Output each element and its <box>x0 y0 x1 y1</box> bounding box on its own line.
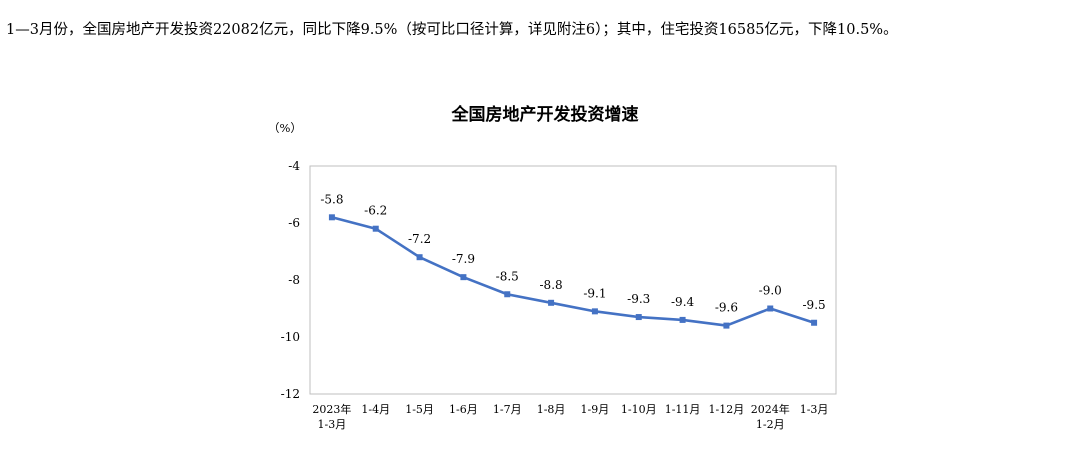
data-label: -8.8 <box>540 278 563 292</box>
data-point <box>328 214 335 221</box>
y-tick-label: -8 <box>288 273 300 287</box>
x-tick-label: 1-5月 <box>405 403 434 416</box>
data-point <box>372 225 379 232</box>
data-point <box>416 254 423 261</box>
x-tick-label: 1-8月 <box>537 403 566 416</box>
data-label: -7.2 <box>408 232 431 246</box>
x-tick-label: 1-3月 <box>800 403 829 416</box>
data-label: -8.5 <box>496 269 519 283</box>
data-label: -9.4 <box>671 295 695 309</box>
x-tick-label: 1-3月 <box>318 418 347 431</box>
data-label: -9.5 <box>803 298 826 312</box>
data-point <box>723 322 730 329</box>
plot-area-frame <box>309 165 837 395</box>
chart-title: 全国房地产开发投资增速 <box>451 105 639 125</box>
data-label: -7.9 <box>452 252 475 266</box>
data-point <box>767 305 774 312</box>
x-tick-label: 1-2月 <box>756 418 785 431</box>
y-tick-label: -10 <box>281 330 300 344</box>
series-line <box>331 216 815 327</box>
x-tick-label: 2023年 <box>312 402 351 416</box>
data-label: -6.2 <box>364 204 387 218</box>
y-tick-label: -4 <box>288 159 300 173</box>
x-tick-label: 1-12月 <box>709 403 745 416</box>
data-point <box>635 314 642 321</box>
y-tick-label: -12 <box>281 387 300 401</box>
data-label: -9.6 <box>715 301 738 315</box>
x-tick-label: 1-11月 <box>665 403 701 416</box>
data-point <box>811 319 818 326</box>
data-label: -9.0 <box>759 284 782 298</box>
data-point <box>548 299 555 306</box>
y-axis-unit: （%） <box>268 121 302 135</box>
data-point <box>460 274 467 281</box>
intro-paragraph: 1—3月份，全国房地产开发投资22082亿元，同比下降9.5%（按可比口径计算，… <box>6 22 898 38</box>
y-tick-label: -6 <box>288 216 300 230</box>
x-tick-label: 1-6月 <box>449 403 478 416</box>
data-label: -9.3 <box>627 292 650 306</box>
data-label: -9.1 <box>583 286 606 300</box>
x-tick-label: 1-7月 <box>493 403 522 416</box>
data-point <box>504 291 511 298</box>
data-label: -5.8 <box>320 192 343 206</box>
x-tick-label: 1-10月 <box>621 403 657 416</box>
x-tick-label: 2024年 <box>751 402 790 416</box>
data-point <box>679 316 686 323</box>
x-tick-label: 1-4月 <box>361 403 390 416</box>
x-tick-label: 1-9月 <box>581 403 610 416</box>
data-point <box>591 308 598 315</box>
